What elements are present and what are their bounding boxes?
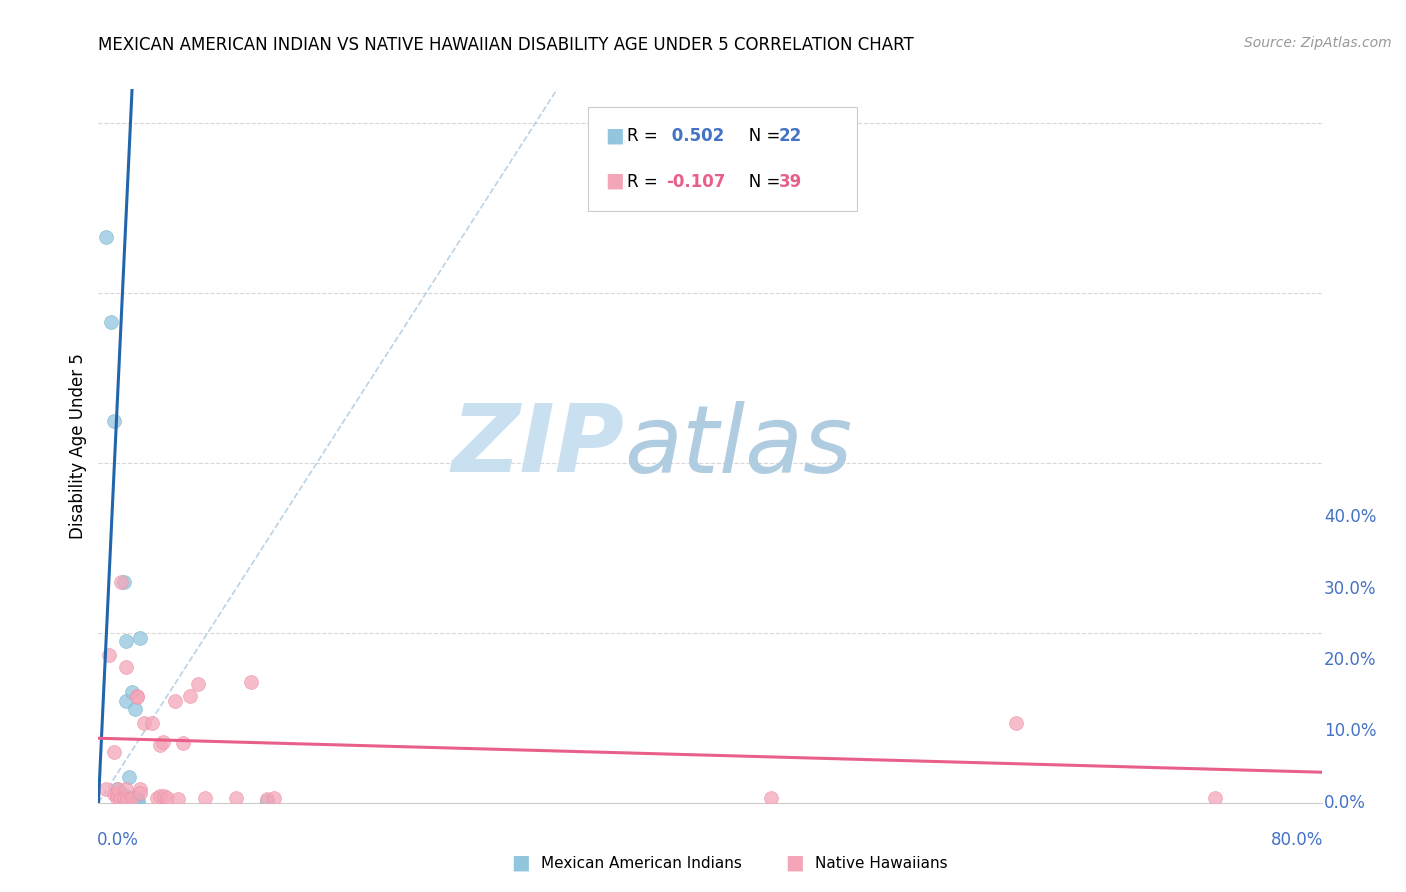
Point — [256, 792, 278, 806]
Text: 80.0%: 80.0% — [1271, 831, 1323, 849]
Point — [128, 631, 150, 645]
Point — [120, 792, 142, 806]
Point — [263, 790, 285, 805]
Point — [115, 634, 138, 648]
Point — [98, 648, 121, 662]
Point — [105, 787, 128, 801]
Text: Native Hawaiians: Native Hawaiians — [815, 856, 948, 871]
Point — [194, 790, 217, 805]
Point — [94, 782, 117, 797]
Text: -0.107: -0.107 — [666, 172, 725, 191]
Point — [111, 787, 134, 801]
Point — [125, 794, 148, 808]
Text: ▪: ▪ — [785, 849, 804, 878]
Text: Mexican American Indians: Mexican American Indians — [541, 856, 742, 871]
Text: 20.0%: 20.0% — [1324, 651, 1376, 669]
Point — [118, 770, 141, 784]
Point — [100, 315, 122, 329]
Point — [187, 677, 209, 691]
Point — [94, 230, 117, 244]
Text: N =: N = — [733, 127, 785, 145]
Point — [167, 792, 190, 806]
Point — [179, 689, 201, 703]
Text: R =: R = — [627, 127, 664, 145]
Point — [149, 789, 172, 803]
Text: Source: ZipAtlas.com: Source: ZipAtlas.com — [1244, 36, 1392, 50]
Text: 0.0%: 0.0% — [1324, 794, 1367, 812]
Point — [122, 790, 145, 805]
Point — [108, 790, 131, 805]
Text: 30.0%: 30.0% — [1324, 580, 1376, 598]
Point — [125, 689, 148, 703]
Point — [134, 715, 156, 730]
Point — [240, 675, 263, 690]
Text: 10.0%: 10.0% — [1324, 723, 1376, 740]
Text: 0.502: 0.502 — [666, 127, 724, 145]
Point — [103, 413, 125, 427]
Point — [107, 782, 129, 797]
Point — [172, 736, 194, 750]
Point — [1004, 715, 1026, 730]
Text: ▪: ▪ — [510, 849, 530, 878]
Point — [128, 782, 150, 797]
Point — [103, 745, 125, 759]
Point — [127, 794, 149, 808]
Point — [153, 789, 176, 803]
Point — [105, 782, 128, 797]
Point — [110, 574, 132, 589]
Point — [115, 782, 138, 797]
Point — [117, 792, 139, 806]
Text: 0.0%: 0.0% — [97, 831, 139, 849]
Text: MEXICAN AMERICAN INDIAN VS NATIVE HAWAIIAN DISABILITY AGE UNDER 5 CORRELATION CH: MEXICAN AMERICAN INDIAN VS NATIVE HAWAII… — [98, 36, 914, 54]
Point — [108, 792, 131, 806]
Point — [145, 790, 167, 805]
Text: 40.0%: 40.0% — [1324, 508, 1376, 526]
Point — [115, 694, 138, 708]
Text: atlas: atlas — [624, 401, 852, 491]
Point — [117, 790, 139, 805]
Point — [141, 715, 163, 730]
Point — [152, 734, 174, 748]
Y-axis label: Disability Age Under 5: Disability Age Under 5 — [69, 353, 87, 539]
Text: ZIP: ZIP — [451, 400, 624, 492]
Text: ▪: ▪ — [605, 121, 626, 151]
Point — [115, 660, 138, 674]
Point — [105, 790, 128, 805]
Text: ▪: ▪ — [605, 167, 626, 196]
Point — [112, 574, 135, 589]
Point — [118, 792, 141, 806]
Text: N =: N = — [733, 172, 785, 191]
Text: 39: 39 — [779, 172, 803, 191]
Point — [103, 787, 125, 801]
Point — [163, 694, 186, 708]
Point — [124, 702, 146, 716]
Point — [121, 790, 143, 805]
Text: 22: 22 — [779, 127, 803, 145]
Text: R =: R = — [627, 172, 664, 191]
Point — [759, 790, 782, 805]
Point — [124, 792, 146, 806]
Point — [112, 790, 135, 805]
Point — [225, 790, 247, 805]
Point — [128, 786, 150, 800]
Point — [1204, 790, 1226, 805]
Point — [125, 790, 148, 805]
Point — [256, 794, 278, 808]
Point — [156, 790, 179, 805]
Point — [149, 738, 172, 752]
Point — [121, 685, 143, 699]
Point — [125, 690, 148, 705]
